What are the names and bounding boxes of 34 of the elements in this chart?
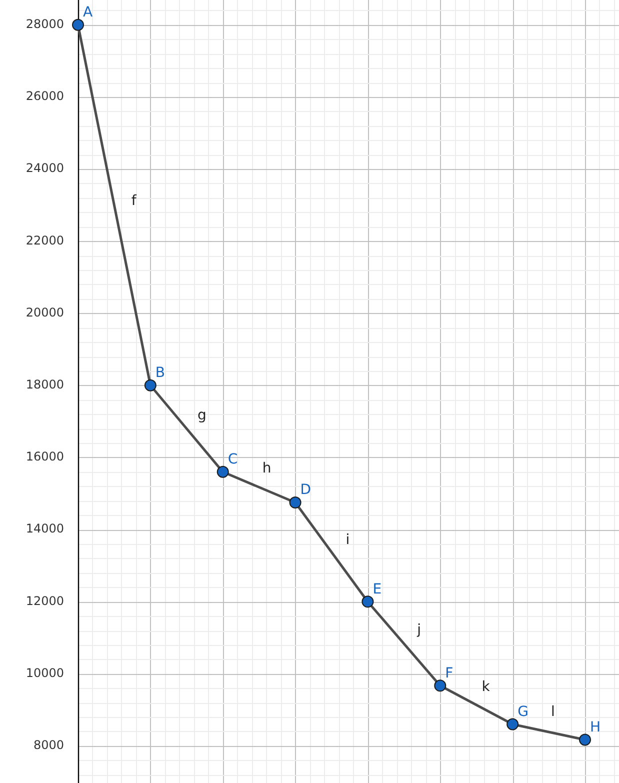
y-tick-label: 14000	[26, 522, 64, 536]
point	[289, 496, 302, 509]
annotation: G	[518, 704, 528, 720]
y-tick-label: 20000	[26, 305, 64, 320]
annotation: g	[198, 407, 206, 424]
annotation: i	[346, 532, 350, 548]
y-tick-label: 18000	[26, 377, 64, 392]
annotation: B	[155, 365, 166, 382]
point	[579, 734, 591, 746]
annotation: f	[131, 192, 138, 209]
annotation: E	[372, 581, 382, 598]
y-tick-label: 28000	[26, 17, 64, 31]
point	[434, 680, 446, 692]
point	[506, 718, 519, 730]
y-tick-label: 16000	[26, 450, 64, 464]
annotation: C	[228, 452, 238, 468]
annotation: l	[551, 704, 555, 720]
y-tick-label: 24000	[26, 161, 64, 176]
annotation: j	[416, 622, 422, 638]
y-tick-label: 12000	[26, 594, 64, 608]
point	[216, 466, 229, 478]
annotation: k	[482, 678, 491, 695]
y-tick-label: 10000	[26, 666, 64, 680]
annotation: F	[445, 665, 454, 682]
y-tick-label: 26000	[26, 89, 64, 104]
point	[362, 596, 374, 608]
annotation: h	[262, 460, 272, 476]
y-tick-label: 8000	[33, 738, 64, 752]
annotation: H	[590, 719, 601, 736]
y-tick-label: 22000	[26, 233, 64, 248]
point	[144, 379, 156, 392]
annotation: D	[300, 482, 312, 498]
point	[72, 18, 84, 31]
annotation: A	[83, 4, 93, 21]
